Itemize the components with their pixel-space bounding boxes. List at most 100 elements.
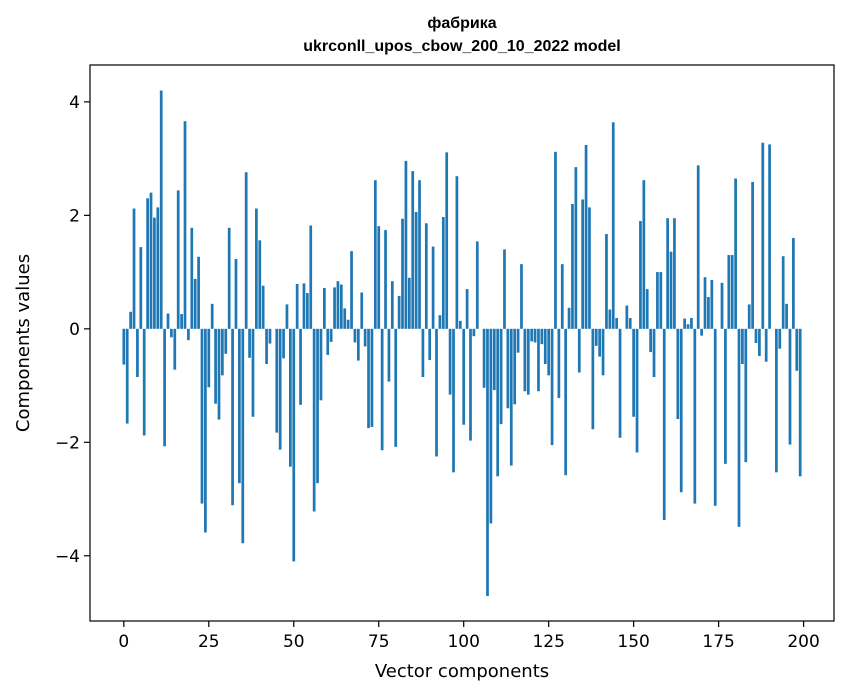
bar [231, 328, 234, 506]
bar [530, 328, 534, 342]
bar [170, 328, 173, 338]
bar [567, 307, 571, 329]
bar [792, 238, 795, 329]
y-axis-label: Components values [13, 254, 34, 432]
bar [458, 320, 462, 329]
bar [628, 318, 632, 329]
bar [547, 328, 551, 376]
bar [292, 328, 296, 562]
bar [183, 121, 187, 329]
bar [550, 328, 554, 446]
bar [496, 328, 500, 477]
bar [132, 208, 136, 329]
y-axis-ticks: −4 −2 0 2 4 [55, 93, 90, 567]
bar [615, 318, 619, 329]
bar [764, 328, 768, 362]
bar [204, 328, 207, 533]
bar [744, 328, 748, 463]
bar [438, 315, 442, 329]
bar [424, 223, 428, 329]
bar [472, 328, 476, 337]
bar [486, 328, 489, 597]
bar [700, 328, 703, 336]
bar [435, 328, 438, 457]
bar [455, 176, 459, 329]
bar [299, 328, 302, 405]
bar [734, 178, 737, 329]
bar [594, 328, 598, 346]
bar [360, 292, 364, 329]
bar [390, 281, 394, 329]
bar [322, 287, 326, 329]
bar [431, 246, 435, 329]
bar [200, 328, 204, 504]
bars-group [122, 90, 802, 597]
bar [482, 328, 486, 388]
bar [724, 328, 727, 464]
x-tick-label: 150 [617, 632, 649, 652]
bar [418, 180, 421, 329]
bar [605, 234, 608, 329]
bar [387, 328, 391, 382]
x-tick-label: 75 [368, 632, 390, 652]
x-tick-label: 200 [787, 632, 819, 652]
bar [295, 284, 299, 329]
bar [146, 198, 149, 329]
bar [248, 328, 251, 358]
bar [520, 264, 523, 329]
bar [309, 225, 313, 329]
bar [268, 328, 272, 344]
bar [255, 208, 258, 329]
bar [261, 285, 265, 329]
bar [149, 192, 153, 329]
bar [370, 328, 374, 427]
bar [666, 218, 669, 329]
bar [656, 272, 659, 329]
bar [601, 328, 605, 376]
bar [768, 144, 771, 329]
x-tick-label: 0 [118, 632, 129, 652]
bar [683, 318, 686, 329]
bar [356, 328, 360, 361]
bar [136, 328, 139, 378]
bar [238, 328, 241, 484]
bar [523, 328, 527, 392]
bar [649, 328, 652, 353]
bar [319, 328, 323, 401]
bar [421, 328, 425, 378]
bar [187, 328, 190, 341]
bar [492, 328, 496, 391]
bar [234, 259, 238, 329]
bar [526, 328, 530, 395]
bar [588, 207, 591, 329]
bar [404, 160, 408, 329]
bar [727, 255, 731, 329]
bar [452, 328, 455, 473]
bar [153, 217, 156, 329]
bar [197, 256, 200, 329]
bar [652, 328, 656, 378]
bar [703, 277, 707, 329]
bar [489, 328, 493, 524]
bar [122, 328, 126, 365]
bar [598, 328, 602, 357]
bar [329, 328, 333, 342]
bar [788, 328, 792, 445]
bar [693, 328, 697, 504]
bar [258, 240, 262, 329]
y-tick-label: 0 [69, 320, 80, 340]
bar [156, 207, 160, 329]
bar [632, 328, 635, 417]
bar [584, 145, 588, 329]
bar [635, 328, 639, 453]
y-tick-label: −2 [55, 433, 80, 453]
bar [353, 328, 357, 343]
bar [210, 303, 214, 329]
bar [221, 328, 224, 376]
bar [373, 180, 377, 329]
bar [407, 277, 411, 329]
bar [139, 247, 143, 329]
bar [611, 122, 615, 329]
bar [537, 328, 540, 392]
bar [312, 328, 316, 512]
